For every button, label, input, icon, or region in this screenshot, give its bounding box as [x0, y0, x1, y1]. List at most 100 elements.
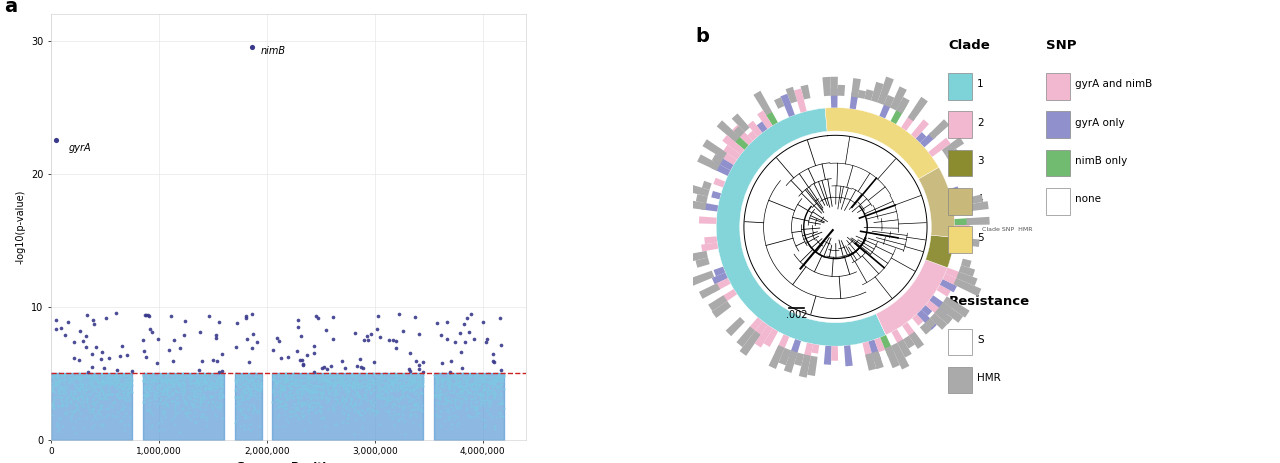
Point: [403, 385, 424, 392]
Point: [111, 405, 132, 413]
Point: [76, 395, 96, 403]
Point: [204, 375, 224, 382]
Point: [404, 369, 425, 377]
Point: [325, 382, 346, 390]
Point: [184, 394, 205, 401]
Wedge shape: [909, 332, 924, 349]
Point: [168, 378, 188, 386]
Point: [384, 400, 404, 408]
Point: [330, 386, 351, 394]
Point: [349, 410, 370, 417]
Point: [137, 379, 157, 386]
Point: [367, 325, 388, 333]
Point: [284, 376, 305, 384]
Point: [448, 375, 468, 382]
Point: [237, 370, 257, 377]
Point: [81, 383, 101, 391]
Point: [367, 408, 388, 416]
Point: [481, 390, 502, 397]
Point: [195, 383, 215, 391]
Wedge shape: [708, 295, 727, 311]
Point: [401, 394, 421, 401]
Point: [380, 388, 401, 395]
Point: [64, 390, 84, 397]
Point: [169, 398, 189, 406]
Point: [64, 354, 84, 362]
Point: [76, 414, 96, 422]
Point: [342, 384, 362, 392]
Point: [110, 405, 131, 413]
Point: [229, 379, 250, 386]
Point: [205, 391, 225, 398]
Point: [279, 382, 300, 389]
Point: [317, 376, 338, 384]
Point: [175, 374, 196, 381]
Point: [212, 414, 233, 422]
Point: [61, 375, 82, 383]
Text: 5: 5: [977, 232, 983, 243]
Point: [337, 372, 357, 379]
Point: [136, 390, 156, 398]
Point: [52, 371, 73, 379]
Point: [483, 357, 503, 365]
Point: [97, 391, 118, 399]
Point: [465, 406, 485, 413]
Point: [484, 380, 504, 388]
Point: [355, 391, 375, 398]
Point: [439, 380, 460, 388]
Point: [45, 372, 65, 380]
Point: [343, 371, 364, 379]
Point: [102, 373, 123, 380]
Point: [163, 375, 183, 383]
Point: [310, 373, 330, 380]
Point: [292, 360, 312, 368]
Point: [425, 381, 445, 388]
Point: [320, 374, 340, 382]
Point: [302, 372, 323, 380]
Point: [388, 370, 408, 377]
Point: [364, 387, 384, 394]
Point: [269, 376, 289, 384]
Point: [488, 378, 508, 385]
Point: [42, 411, 63, 419]
Point: [279, 412, 300, 419]
Point: [205, 410, 225, 417]
Point: [302, 385, 323, 393]
Point: [148, 370, 169, 378]
Point: [407, 381, 428, 388]
Point: [288, 324, 308, 331]
Point: [424, 391, 444, 398]
Point: [444, 388, 465, 396]
Point: [438, 335, 458, 342]
Point: [191, 397, 211, 404]
Point: [195, 377, 215, 384]
Point: [474, 374, 494, 381]
Point: [236, 415, 256, 422]
Point: [168, 381, 188, 388]
Point: [308, 400, 329, 407]
Point: [352, 407, 372, 414]
Point: [449, 388, 470, 395]
Point: [225, 380, 246, 388]
Point: [197, 384, 218, 392]
Wedge shape: [913, 314, 923, 325]
Point: [342, 378, 362, 385]
Point: [145, 393, 165, 400]
Point: [369, 388, 389, 395]
Point: [483, 376, 503, 384]
Point: [319, 388, 339, 395]
Point: [155, 376, 175, 383]
Wedge shape: [942, 274, 959, 285]
Point: [460, 373, 480, 380]
Point: [375, 388, 396, 395]
Point: [102, 372, 123, 379]
Wedge shape: [919, 167, 955, 237]
Point: [182, 372, 202, 380]
Point: [104, 413, 124, 420]
Point: [436, 378, 457, 385]
Point: [55, 411, 76, 418]
Point: [392, 407, 412, 414]
Point: [343, 373, 364, 380]
Point: [164, 372, 184, 379]
Point: [454, 383, 475, 390]
